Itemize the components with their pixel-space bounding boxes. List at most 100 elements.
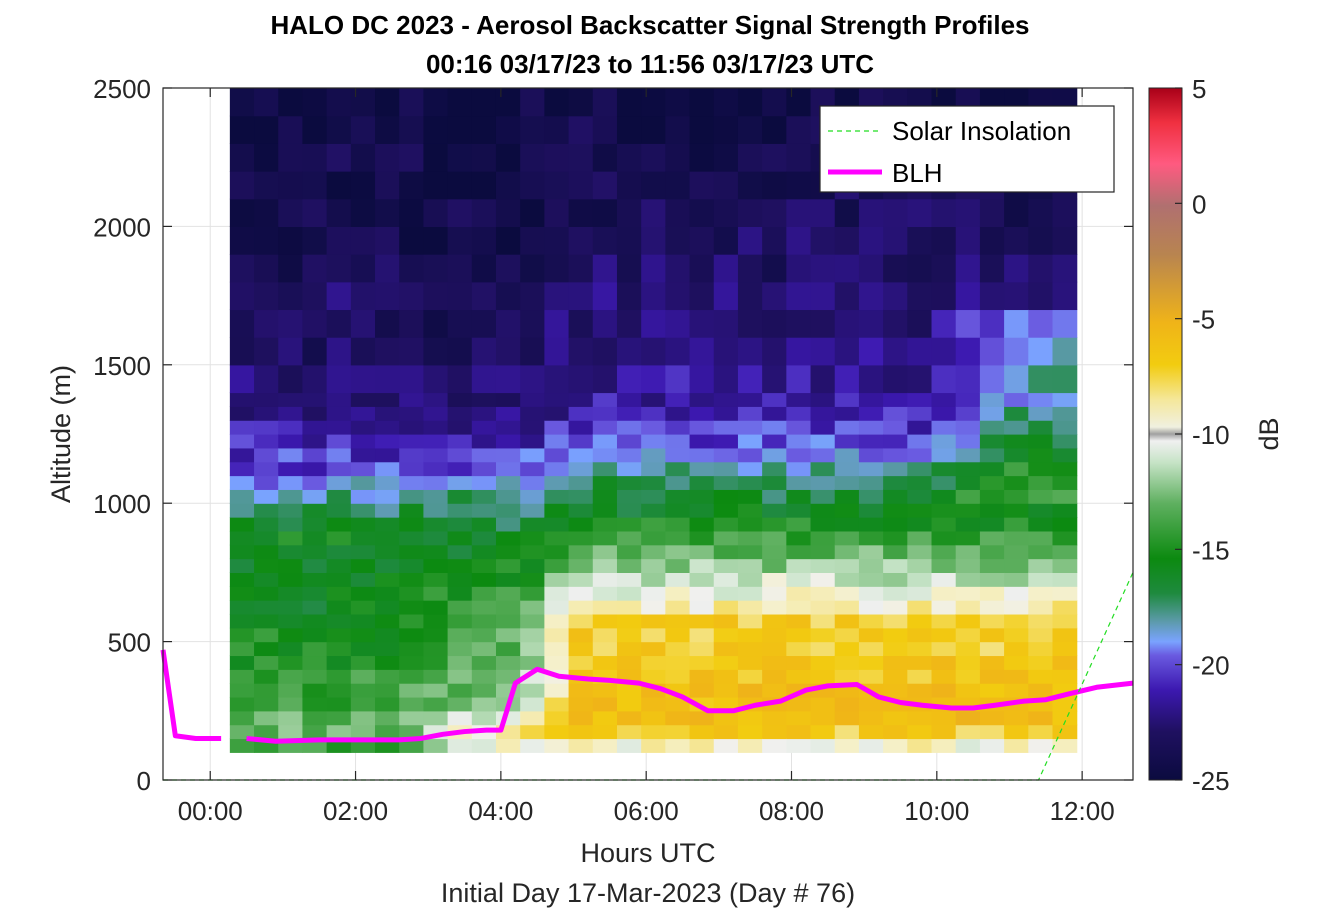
heatmap-cell [544,683,570,698]
heatmap-cell [495,544,521,560]
heatmap-cell [737,406,763,421]
heatmap-cell [931,447,957,463]
heatmap-cell [399,544,425,560]
heatmap-cell [302,226,328,255]
heatmap-cell [955,461,981,477]
heatmap-cell [737,669,763,684]
heatmap-cell [1052,517,1078,532]
heatmap-cell [302,710,328,726]
heatmap-cell [737,392,763,407]
heatmap-cell [326,558,352,573]
heatmap-cell [326,420,352,435]
heatmap-cell [350,392,376,407]
heatmap-cell [786,447,812,463]
heatmap-cell [302,406,328,421]
heatmap-cell [907,337,933,366]
heatmap-cell [689,115,715,144]
heatmap-cell [278,641,304,657]
heatmap-cell [254,530,279,546]
heatmap-cell [350,115,376,144]
heatmap-cell [1028,572,1054,587]
heatmap-cell [254,364,279,394]
heatmap-cell [858,669,884,684]
heatmap-cell [375,558,400,573]
heatmap-cell [399,309,425,338]
heatmap-cell [1052,655,1078,670]
heatmap-cell [1004,572,1029,587]
heatmap-cell [689,558,715,573]
heatmap-cell [423,710,449,726]
heatmap-cell [302,627,328,643]
heatmap-cell [375,696,400,712]
heatmap-cell [786,281,812,311]
heatmap-cell [762,544,787,560]
heatmap-cell [520,530,545,546]
heatmap-cell [326,392,352,407]
heatmap-cell [302,503,328,518]
heatmap-cell [278,281,304,311]
heatmap-cell [399,558,425,573]
heatmap-cell [907,600,933,615]
heatmap-cell [713,683,739,698]
heatmap-cell [979,226,1005,255]
heatmap-cell [399,572,425,587]
heatmap-cell [1004,586,1029,601]
heatmap-cell [375,475,400,490]
heatmap-cell [399,655,425,670]
heatmap-cell [810,572,836,587]
heatmap-cell [762,434,787,449]
heatmap-cell [229,420,255,435]
heatmap-cell [689,572,715,587]
heatmap-cell [568,392,594,407]
heatmap-cell [737,600,763,615]
heatmap-cell [762,198,787,227]
heatmap-cell [810,558,836,573]
heatmap-cell [931,655,957,670]
heatmap-cell [1004,406,1029,421]
heatmap-cell [762,683,787,698]
heatmap-cell [883,281,908,311]
heatmap-cell [689,669,715,684]
heatmap-cell [254,517,279,532]
heatmap-cell [762,254,787,283]
heatmap-cell [665,544,691,560]
heatmap-cell [810,281,836,311]
heatmap-cell [568,655,594,670]
heatmap-cell [810,738,836,753]
heatmap-cell [834,738,860,753]
heatmap-cell [1028,558,1054,573]
heatmap-cell [229,143,255,172]
heatmap-cell [858,254,884,283]
heatmap-cell [1028,683,1054,698]
heatmap-cell [1052,309,1078,338]
heatmap-cell [979,669,1005,684]
heatmap-cell [762,655,787,670]
heatmap-cell [399,337,425,366]
heatmap-cell [544,337,570,366]
heatmap-cell [713,434,739,449]
heatmap-cell [471,364,497,394]
heatmap-cell [568,503,594,518]
heatmap-cell [471,143,497,172]
heatmap-cell [907,392,933,407]
heatmap-cell [737,503,763,518]
heatmap-cell [713,115,739,144]
heatmap-cell [689,254,715,283]
heatmap-cell [641,696,666,712]
heatmap-cell [326,434,352,449]
colorbar-tick-label: -15 [1192,535,1230,565]
heatmap-cell [495,309,521,338]
heatmap-cell [834,226,860,255]
heatmap-cell [1004,613,1029,629]
heatmap-cell [955,392,981,407]
heatmap-cell [713,600,739,615]
heatmap-cell [399,503,425,518]
heatmap-cell [1052,198,1078,227]
heatmap-cell [955,600,981,615]
heatmap-cell [471,115,497,144]
heatmap-cell [810,254,836,283]
heatmap-cell [350,309,376,338]
heatmap-cell [278,364,304,394]
heatmap-cell [979,738,1005,753]
heatmap-cell [399,226,425,255]
